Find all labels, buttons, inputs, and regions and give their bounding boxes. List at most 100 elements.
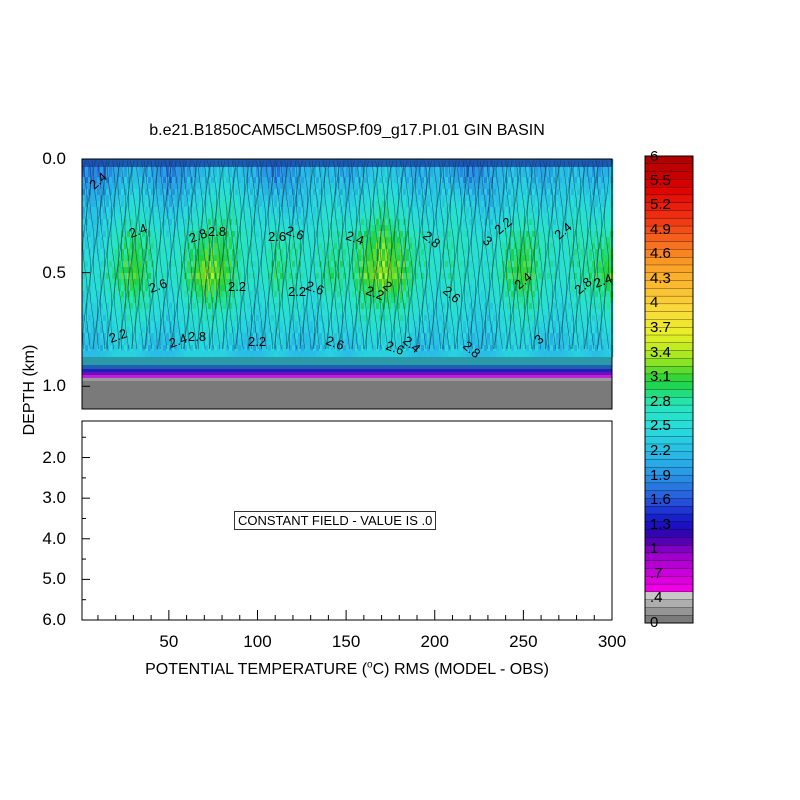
heatmap-cell	[160, 309, 164, 316]
heatmap-cell	[397, 267, 401, 274]
heatmap-cell	[475, 297, 479, 304]
heatmap-cell	[142, 231, 146, 238]
heatmap-cell	[220, 321, 224, 328]
heatmap-cell	[484, 171, 488, 178]
heatmap-cell	[280, 267, 284, 274]
heatmap-cell	[340, 177, 344, 184]
heatmap-cell	[253, 267, 257, 274]
heatmap-cell	[109, 351, 113, 358]
heatmap-cell	[85, 201, 89, 208]
heatmap-cell	[532, 219, 536, 226]
heatmap-cell	[136, 285, 140, 292]
heatmap-cell	[394, 225, 398, 232]
heatmap-cell	[88, 201, 92, 208]
heatmap-cell	[400, 231, 404, 238]
heatmap-cell	[169, 189, 173, 196]
heatmap-cell	[484, 183, 488, 190]
heatmap-cell	[364, 231, 368, 238]
heatmap-cell	[361, 345, 365, 352]
heatmap-cell	[112, 231, 116, 238]
heatmap-cell	[340, 339, 344, 346]
heatmap-cell	[388, 345, 392, 352]
heatmap-cell	[193, 249, 197, 256]
heatmap-cell	[460, 339, 464, 346]
heatmap-cell	[190, 285, 194, 292]
heatmap-cell	[373, 177, 377, 184]
heatmap-cell	[199, 291, 203, 298]
heatmap-cell	[268, 297, 272, 304]
heatmap-cell	[118, 171, 122, 178]
heatmap-cell	[289, 291, 293, 298]
heatmap-cell	[478, 237, 482, 244]
heatmap-cell	[283, 291, 287, 298]
heatmap-cell	[175, 195, 179, 202]
heatmap-cell	[274, 273, 278, 280]
heatmap-cell	[241, 243, 245, 250]
heatmap-cell	[439, 333, 443, 340]
heatmap-cell	[121, 303, 125, 310]
heatmap-cell	[205, 201, 209, 208]
heatmap-cell	[493, 219, 497, 226]
heatmap-cell	[523, 237, 527, 244]
heatmap-cell	[295, 219, 299, 226]
heatmap-cell	[178, 213, 182, 220]
heatmap-cell	[517, 291, 521, 298]
heatmap-cell	[349, 225, 353, 232]
heatmap-cell	[346, 255, 350, 262]
heatmap-cell	[178, 303, 182, 310]
heatmap-cell	[418, 249, 422, 256]
heatmap-cell	[361, 249, 365, 256]
heatmap-cell	[91, 333, 95, 340]
heatmap-cell	[106, 207, 110, 214]
heatmap-cell	[361, 267, 365, 274]
heatmap-cell	[115, 273, 119, 280]
heatmap-cell	[217, 213, 221, 220]
heatmap-cell	[226, 177, 230, 184]
heatmap-cell	[358, 195, 362, 202]
heatmap-cell	[466, 351, 470, 358]
heatmap-cell	[451, 285, 455, 292]
heatmap-cell	[226, 351, 230, 358]
heatmap-cell	[517, 255, 521, 262]
heatmap-cell	[247, 171, 251, 178]
heatmap-cell	[391, 273, 395, 280]
heatmap-cell	[91, 255, 95, 262]
heatmap-cell	[223, 225, 227, 232]
heatmap-cell	[265, 177, 269, 184]
heatmap-cell	[280, 183, 284, 190]
heatmap-cell	[172, 249, 176, 256]
heatmap-cell	[157, 273, 161, 280]
heatmap-cell	[223, 315, 227, 322]
heatmap-cell	[451, 333, 455, 340]
heatmap-cell	[100, 309, 104, 316]
heatmap-cell	[439, 243, 443, 250]
heatmap-cell	[94, 345, 98, 352]
heatmap-cell	[340, 267, 344, 274]
heatmap-cell	[406, 183, 410, 190]
heatmap-cell	[487, 171, 491, 178]
heatmap-cell	[292, 345, 296, 352]
heatmap-cell	[340, 201, 344, 208]
heatmap-cell	[265, 339, 269, 346]
heatmap-cell	[169, 249, 173, 256]
heatmap-cell	[109, 279, 113, 286]
heatmap-cell	[163, 171, 167, 178]
heatmap-cell	[481, 165, 485, 172]
heatmap-cell	[184, 303, 188, 310]
heatmap-cell	[157, 279, 161, 286]
heatmap-cell	[241, 333, 245, 340]
heatmap-cell	[226, 243, 230, 250]
heatmap-cell	[217, 261, 221, 268]
heatmap-cell	[529, 225, 533, 232]
heatmap-cell	[94, 321, 98, 328]
heatmap-cell	[334, 219, 338, 226]
heatmap-cell	[277, 291, 281, 298]
heatmap-cell	[292, 321, 296, 328]
heatmap-cell	[457, 213, 461, 220]
heatmap-cell	[322, 183, 326, 190]
heatmap-cell	[379, 351, 383, 358]
heatmap-cell	[208, 201, 212, 208]
heatmap-cell	[355, 339, 359, 346]
heatmap-cell	[112, 339, 116, 346]
heatmap-cell	[280, 219, 284, 226]
